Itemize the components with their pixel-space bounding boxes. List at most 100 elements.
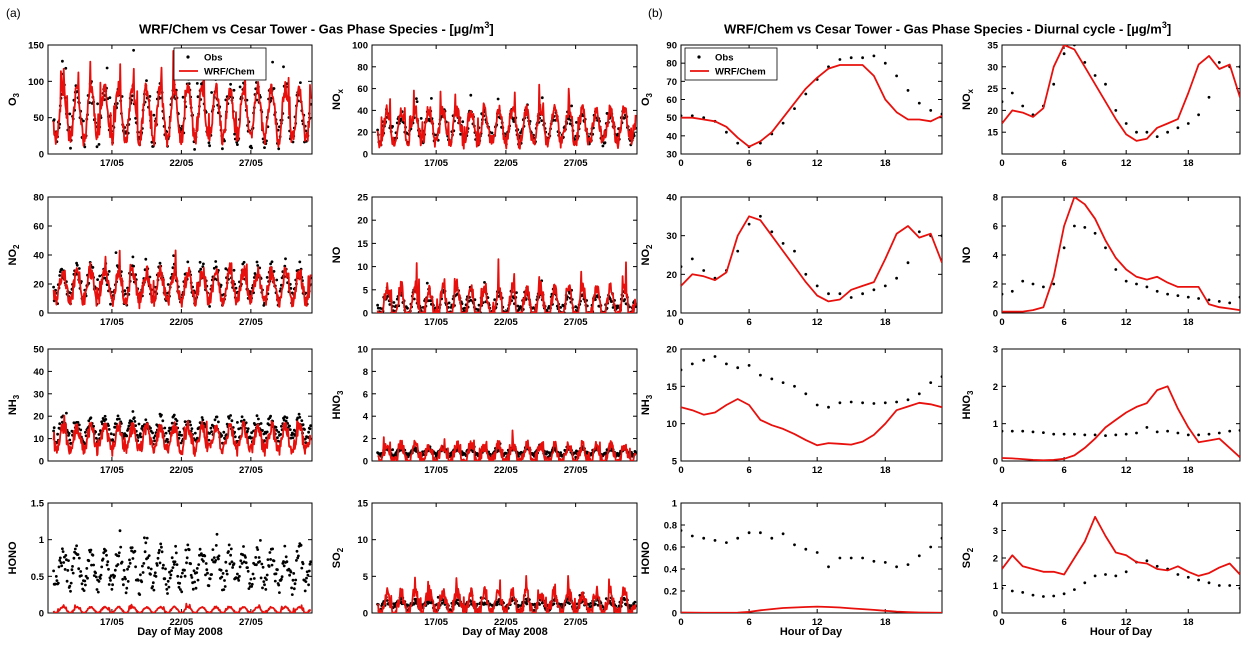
obs-point (516, 304, 520, 308)
x-tick-label: 17/05 (424, 158, 448, 169)
y-axis-label-species: O (7, 97, 19, 106)
obs-point (227, 416, 231, 420)
obs-point (214, 559, 218, 562)
subplot-a-4: 0 5 10 15 20 25 17/05 22/05 27/05 NO (331, 193, 638, 328)
figure-title-a-sup: 3 (484, 20, 490, 30)
obs-point (463, 306, 467, 310)
obs-point (284, 419, 288, 423)
obs-point (1207, 581, 1211, 585)
obs-point (200, 552, 203, 555)
obs-point (193, 148, 197, 151)
obs-point (98, 274, 102, 278)
obs-point (108, 96, 112, 99)
y-tick-label: 1.5 (31, 499, 45, 510)
obs-point (60, 267, 64, 271)
obs-point (141, 564, 144, 568)
y-axis-label-subscript: 3 (966, 390, 975, 395)
y-tick-label: 15 (987, 128, 998, 139)
obs-point (838, 556, 842, 560)
obs-point (1062, 432, 1066, 436)
obs-point (161, 419, 165, 423)
obs-point (770, 377, 774, 381)
obs-point (1104, 573, 1107, 576)
x-tick-label: 12 (812, 158, 823, 169)
obs-point (251, 572, 255, 576)
obs-point (155, 564, 159, 567)
y-tick-label: 60 (33, 222, 44, 233)
obs-point (214, 544, 218, 547)
obs-point (299, 81, 302, 84)
obs-point (1002, 100, 1004, 104)
legend-box (173, 47, 267, 81)
obs-point (183, 568, 186, 572)
obs-point (702, 536, 706, 540)
obs-point (303, 428, 306, 431)
obs-point (100, 420, 104, 424)
y-tick-label: 80 (666, 59, 677, 70)
obs-point (1042, 431, 1045, 434)
obs-point (770, 230, 774, 234)
obs-point (185, 556, 189, 560)
obs-point (917, 230, 921, 234)
y-axis-label: O3 (7, 92, 21, 106)
obs-point (117, 417, 121, 421)
obs-point (63, 568, 67, 571)
obs-point (265, 578, 268, 581)
y-tick-label: 60 (666, 95, 677, 106)
obs-point (587, 603, 590, 606)
obs-point (1073, 45, 1076, 47)
obs-point (187, 548, 191, 552)
obs-point (1010, 429, 1014, 433)
obs-point (125, 586, 129, 590)
obs-point (195, 82, 199, 85)
obs-point (895, 276, 898, 280)
obs-point (603, 141, 607, 145)
x-axis-label-a-right: Day of May 2008 (462, 626, 548, 638)
y-tick-label: 0 (39, 150, 44, 161)
y-axis-label: NH3 (7, 394, 21, 415)
obs-point (66, 569, 70, 572)
y-axis-label-subscript: 3 (12, 92, 21, 97)
plot-area (376, 83, 637, 150)
obs-point (105, 283, 109, 286)
plot-area (52, 48, 312, 151)
obs-point (300, 419, 304, 422)
obs-point (134, 424, 138, 427)
obs-point (124, 292, 127, 296)
obs-point (280, 577, 283, 581)
obs-point (504, 452, 508, 455)
obs-point (126, 567, 129, 571)
obs-point (275, 278, 279, 282)
obs-point (1197, 113, 1200, 117)
obs-point (1052, 594, 1056, 598)
obs-point (517, 454, 520, 458)
obs-point (61, 550, 65, 553)
obs-point (183, 420, 187, 423)
obs-point (133, 549, 137, 553)
series-model-line (681, 605, 942, 613)
x-tick-label: 27/05 (239, 465, 263, 476)
obs-point (895, 400, 898, 404)
obs-point (99, 573, 103, 577)
y-tick-label: 0 (39, 309, 44, 320)
obs-point (804, 547, 808, 551)
obs-point (177, 585, 181, 589)
figure-title-b-end: ] (1166, 21, 1172, 37)
obs-point (247, 587, 251, 590)
obs-point (58, 559, 62, 562)
y-tick-label: 0 (363, 309, 368, 320)
obs-point (725, 362, 728, 366)
obs-point (164, 567, 167, 571)
obs-point (124, 577, 127, 581)
obs-point (190, 576, 194, 579)
obs-point (793, 107, 796, 110)
obs-point (94, 436, 98, 440)
obs-point (176, 574, 180, 578)
x-tick-label: 27/05 (239, 317, 263, 328)
obs-point (1104, 434, 1107, 437)
series-model-line (681, 398, 942, 447)
y-axis-label-species: NO (640, 249, 652, 266)
legend-obs-marker (186, 55, 190, 59)
obs-point (225, 569, 228, 573)
obs-point (747, 222, 751, 226)
